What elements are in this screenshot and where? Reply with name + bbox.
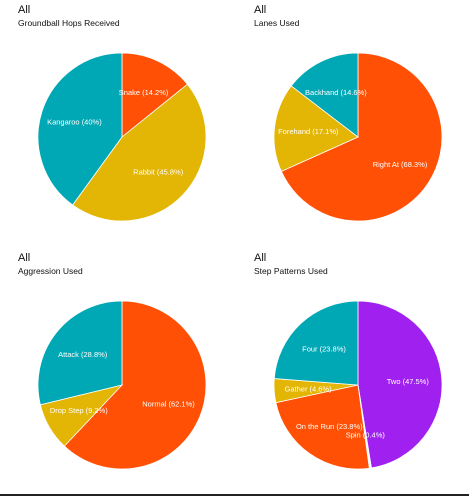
pie-slice-0: [121, 52, 188, 138]
pie-panel-aggression: All Aggression Used Normal (62.1%) Drop S…: [0, 248, 220, 488]
panel-title: All: [18, 252, 31, 264]
slice-label-0: Normal (62.1%): [142, 400, 195, 409]
pie-slice-0: [280, 52, 443, 222]
panel-subtitle: Aggression Used: [18, 266, 83, 276]
pie-panel-hops: All Groundball Hops Received Snake (14.2…: [0, 0, 220, 240]
bottom-divider: [0, 494, 469, 496]
pie-slice-1: [72, 83, 207, 222]
pie-slice-2: [37, 52, 123, 206]
pie-chart-steps: Two (47.5%) Spin (0.4%)On the Run (23.8%)…: [273, 300, 443, 470]
pie-slice-2: [290, 52, 359, 138]
slice-label-0: Two (47.5%): [387, 377, 430, 386]
pie-slice-2: [275, 384, 370, 470]
pie-slice-4: [273, 300, 359, 386]
panel-title: All: [254, 252, 267, 264]
panel-title: All: [18, 4, 31, 16]
pie-panel-lanes: All Lanes Used Right At (68.3%) Forehand …: [236, 0, 456, 240]
slice-label-1: Spin (0.4%): [346, 431, 386, 440]
slice-label-2: Attack (28.8%): [58, 350, 108, 359]
panel-subtitle: Lanes Used: [254, 18, 300, 28]
panel-subtitle: Step Patterns Used: [254, 266, 328, 276]
pie-chart-lanes: Right At (68.3%) Forehand (17.1%) Backhand…: [273, 52, 443, 222]
slice-label-1: Drop Step (9.2%): [50, 406, 108, 415]
panel-subtitle: Groundball Hops Received: [18, 18, 120, 28]
slice-label-0: Right At (68.3%): [373, 160, 428, 169]
slice-label-2: On the Run (23.8%): [296, 422, 363, 431]
pie-slice-2: [37, 300, 123, 406]
slice-label-3: Gather (4.6%): [285, 384, 333, 393]
pie-chart-aggression: Normal (62.1%) Drop Step (9.2%) Attack (28…: [37, 300, 207, 470]
pie-slice-0: [357, 300, 443, 469]
slice-label-2: Kangaroo (40%): [47, 118, 102, 127]
pie-panel-steps: All Step Patterns Used Two (47.5%) Spin (…: [236, 248, 456, 488]
pie-slice-1: [273, 85, 359, 172]
pie-slice-0: [63, 300, 207, 470]
slice-label-4: Four (23.8%): [302, 344, 346, 353]
pie-chart-hops: Snake (14.2%) Rabbit (45.8%) Kangaroo (40%…: [37, 52, 207, 222]
slice-label-1: Rabbit (45.8%): [133, 168, 184, 177]
slice-label-2: Backhand (14.6%): [305, 88, 367, 97]
slice-label-0: Snake (14.2%): [119, 88, 169, 97]
slice-label-1: Forehand (17.1%): [278, 127, 339, 136]
panel-title: All: [254, 4, 267, 16]
